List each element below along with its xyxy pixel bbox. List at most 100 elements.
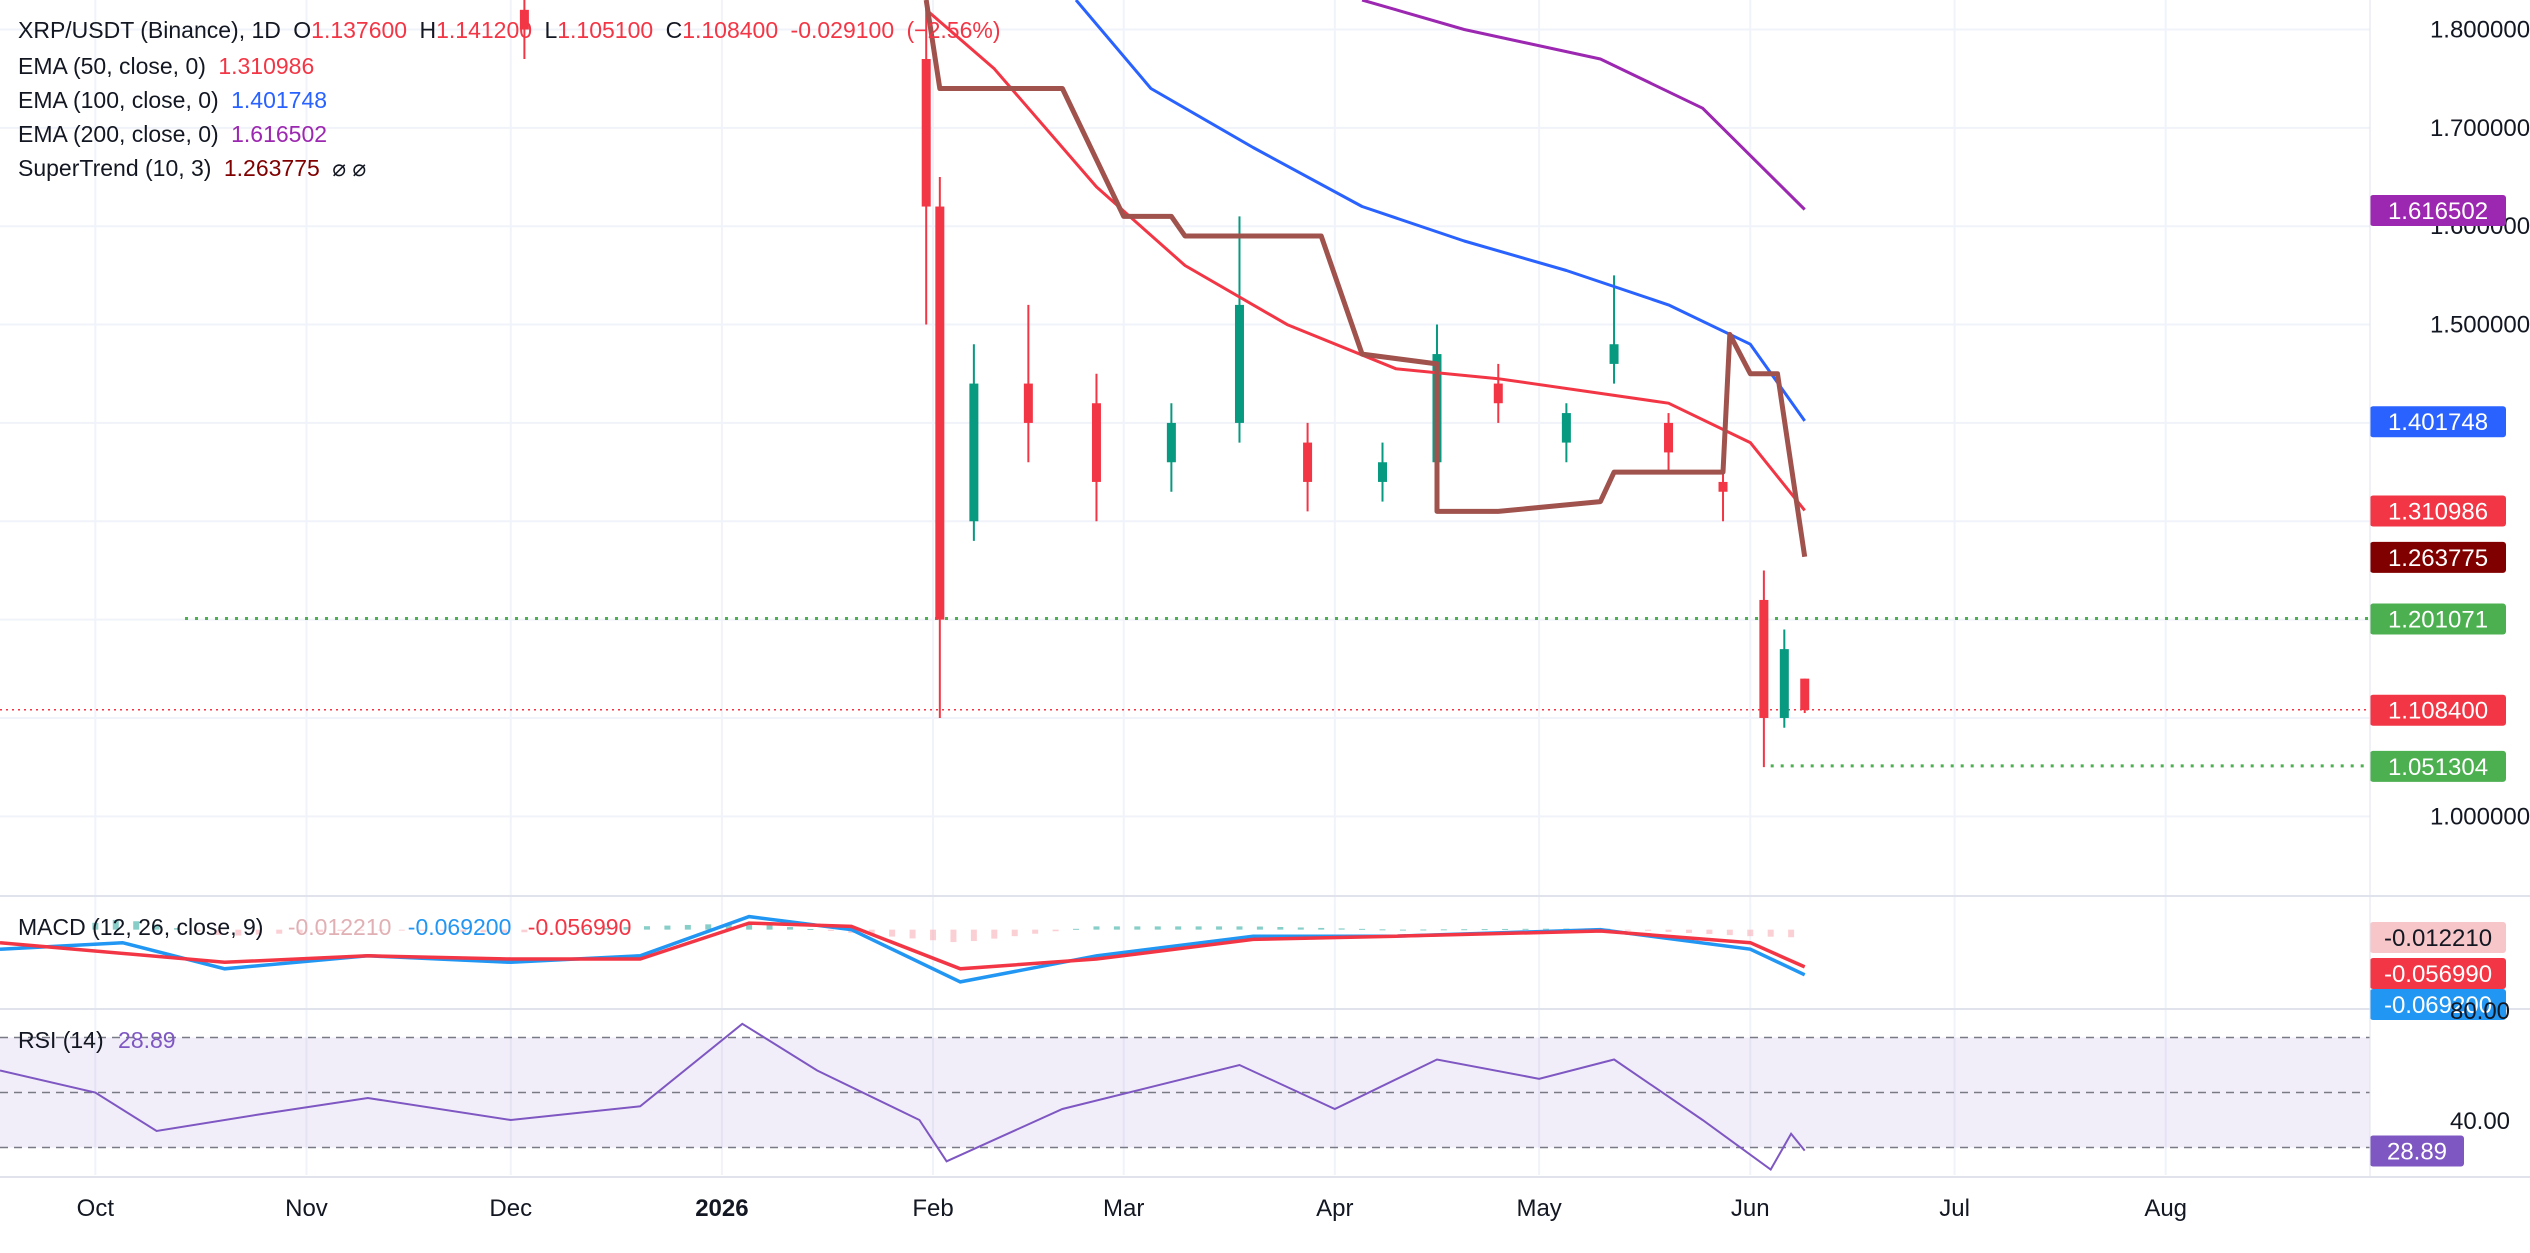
indicator-lines [923,0,1808,558]
ohlc-high: 1.141200 [436,17,533,43]
series-line-2 [1074,0,1806,422]
macd-histogram-bar [419,929,426,931]
candlesticks [519,0,1810,768]
candle-body [1779,649,1789,718]
macd-histogram-bar [112,919,119,930]
ohlc-close: 1.108400 [682,17,779,43]
time-axis-label: Dec [489,1195,532,1222]
macd-histogram-bar [1461,929,1468,931]
time-axis-label: Mar [1103,1195,1144,1222]
macd-histogram-bar [1175,926,1182,930]
macd-histogram-bar [1706,929,1713,935]
macd-histogram-bar [1297,927,1304,930]
rsi-value: 28.89 [118,1027,176,1053]
macd-histogram-bar [541,929,548,932]
price-tick-label: 1.500000 [2430,312,2530,339]
macd-histogram-bar [1440,929,1447,931]
ema50-legend[interactable]: EMA (50, close, 0) 1.310986 [18,50,320,83]
macd-histogram-bar [1788,929,1795,938]
macd-signal-value: -0.056990 [527,914,632,940]
series-line-4 [923,0,1808,558]
macd-value: -0.069200 [407,914,512,940]
rsi-tick-label: 80.00 [2450,998,2510,1025]
candle-body [921,59,931,207]
macd-histogram-bar [296,929,303,933]
macd-histogram-bar [1379,929,1386,931]
macd-histogram-bar [133,921,140,930]
macd-tag [2370,989,2506,1020]
price-tick-label: 1.800000 [2430,17,2530,44]
macd-histogram-bar [1665,929,1672,932]
macd-histogram-bar [970,929,977,942]
candle-body [1718,481,1728,492]
supertrend-value: 1.263775 [223,155,320,181]
macd-histogram-bar [827,929,834,931]
macd-histogram-bar [950,929,957,943]
macd-histogram-bar [1093,926,1100,930]
macd-label: MACD (12, 26, close, 9) [18,914,264,940]
macd-histogram-bar [930,929,937,941]
price-tag-label: 1.108400 [2388,698,2488,725]
price-tag [2370,495,2506,527]
macd-histogram-bar [766,925,773,930]
macd-histogram-bar [1113,926,1120,930]
macd-histogram-bar [378,929,385,931]
price-tag [2370,194,2506,226]
ohlc-low: 1.105100 [557,17,654,43]
ema50-label: EMA (50, close, 0) [18,53,206,79]
macd-histogram-bar [684,924,691,930]
ohlc-change: -0.029100 [790,17,895,43]
macd-histogram-bar [623,927,630,930]
macd-histogram-bar [1134,926,1141,930]
ohlc-low-label: L [544,17,558,43]
macd-histogram-bar [276,929,283,934]
macd-hist-value: -0.012210 [287,914,392,940]
macd-histogram-bar [1399,929,1406,931]
ema200-label: EMA (200, close, 0) [18,121,219,147]
series-line-3 [1361,0,1806,211]
supertrend-legend[interactable]: SuperTrend (10, 3) 1.263775 ⌀ ⌀ [18,152,372,185]
candle-body [935,206,945,620]
candle-body [1091,403,1101,482]
candle-body [1378,462,1387,482]
macd-histogram-bar [746,923,753,930]
macd-histogram-bar [909,929,916,939]
supertrend-label: SuperTrend (10, 3) [18,155,212,181]
macd-legend[interactable]: MACD (12, 26, close, 9) -0.012210 -0.069… [18,914,631,941]
ohlc-change-pct: (−2.56%) [906,17,1001,43]
candle-body [1561,413,1571,443]
macd-histogram-bar [1011,929,1018,937]
candle-body [1303,442,1313,482]
macd-histogram-bar [317,929,324,932]
axes: 1.8000001.7000001.6000001.5000001.000000… [0,0,2530,1222]
ema200-legend[interactable]: EMA (200, close, 0) 1.616502 [18,118,333,151]
price-tick-label: 1.000000 [2430,803,2530,830]
grid [0,0,2530,1175]
price-tag-label: 1.310986 [2388,498,2488,525]
macd-histogram-bar [1277,927,1284,930]
price-tag [2370,750,2506,782]
ohlc-open: 1.137600 [311,17,408,43]
candle-body [1664,422,1674,453]
ohlc-high-label: H [419,17,437,43]
macd-histogram-bar [603,928,610,930]
macd-histogram-bar [1154,926,1161,930]
macd-histogram-bar [868,929,875,935]
candle-body [1759,599,1769,718]
macd-tag-label: -0.069200 [2384,992,2492,1019]
macd-histogram-bar [255,929,262,935]
time-axis-label: Aug [2144,1195,2187,1222]
macd-histogram-bar [1256,926,1263,930]
rsi-legend[interactable]: RSI (14) 28.89 [18,1027,176,1054]
macd-histogram-bar [643,926,650,930]
symbol-legend: XRP/USDT (Binance), 1D O1.137600 H1.1412… [18,14,1006,47]
macd-histogram-bar [460,929,467,932]
macd-tag [2370,922,2506,953]
price-tag-label: 1.616502 [2388,198,2488,225]
macd-histogram-bar [1318,927,1325,930]
ema100-legend[interactable]: EMA (100, close, 0) 1.401748 [18,84,333,117]
macd-histogram-bar [337,929,344,931]
time-axis-label: Jun [1731,1195,1770,1222]
level-lines [0,617,2370,768]
